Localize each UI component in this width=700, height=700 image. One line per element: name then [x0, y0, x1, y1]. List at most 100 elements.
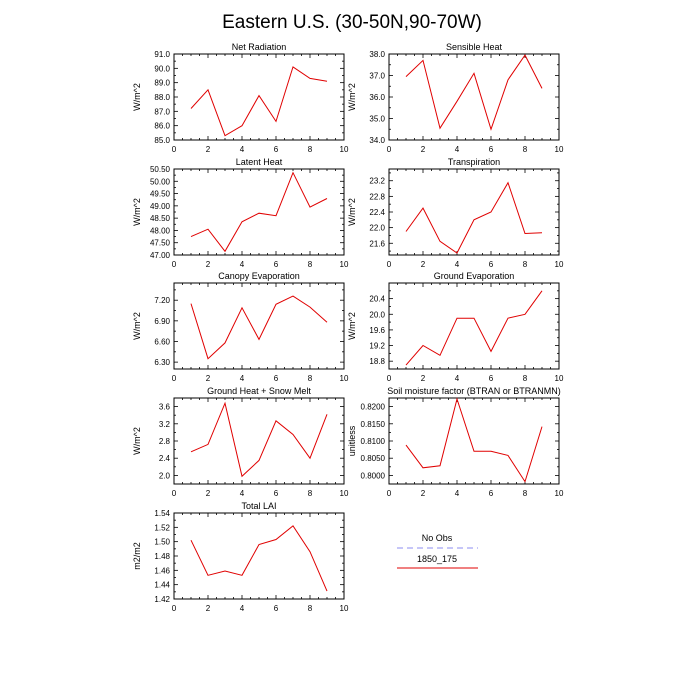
x-tick-label: 10: [555, 145, 564, 154]
y-tick-label: 22.0: [369, 224, 385, 233]
y-tick-label: 2.4: [159, 454, 171, 463]
x-tick-label: 2: [421, 374, 426, 383]
x-tick-label: 10: [340, 260, 349, 269]
plot-frame: [388, 282, 560, 370]
x-tick-label: 10: [555, 260, 564, 269]
y-tick-label: 3.2: [159, 420, 171, 429]
y-tick-label: 50.00: [150, 177, 171, 186]
y-tick-label: 36.0: [369, 93, 385, 102]
x-tick-label: 10: [340, 604, 349, 613]
x-tick-label: 0: [172, 604, 177, 613]
y-tick-label: 19.6: [369, 326, 385, 335]
chart-panel: Soil moisture factor (BTRAN or BTRANMN) u…: [347, 386, 564, 498]
panel-title: Canopy Evaporation: [218, 271, 300, 281]
panel-title: Ground Heat + Snow Melt: [207, 386, 311, 396]
y-tick-label: 1.54: [154, 509, 170, 518]
x-tick-label: 6: [489, 374, 494, 383]
panel-title: Ground Evaporation: [434, 271, 515, 281]
chart-panel: Transpiration W/m^2 0 2 4 6 8 10 21.6 22.0 22.4 22.…: [347, 157, 564, 269]
chart-panels: Net Radiation W/m^2 0 2 4 6 8 10 85.0 86.0 87.0 88.…: [132, 42, 564, 613]
x-tick-label: 10: [340, 489, 349, 498]
plot-frame: [173, 397, 345, 485]
y-tick-label: 1.46: [154, 566, 170, 575]
series-line: [405, 54, 543, 131]
chart-panel: Sensible Heat W/m^2 0 2 4 6 8 10 34.0 35.0 36.0 37.…: [347, 42, 564, 154]
plot-frame: [173, 282, 345, 370]
chart-panel: Ground Heat + Snow Melt W/m^2 0 2 4 6 8 10 2.0 2.…: [132, 386, 349, 498]
x-tick-label: 2: [206, 145, 211, 154]
y-axis-label: W/m^2: [132, 312, 142, 340]
y-tick-label: 6.90: [154, 317, 170, 326]
panel-title: Net Radiation: [232, 42, 287, 52]
y-tick-label: 6.60: [154, 337, 170, 346]
series-line: [190, 171, 328, 253]
y-tick-label: 21.6: [369, 239, 385, 248]
x-tick-label: 8: [308, 604, 313, 613]
chart-panel: Net Radiation W/m^2 0 2 4 6 8 10 85.0 86.0 87.0 88.…: [132, 42, 349, 154]
y-tick-label: 20.0: [369, 310, 385, 319]
y-tick-label: 37.0: [369, 72, 385, 81]
y-tick-label: 47.00: [150, 251, 171, 260]
x-tick-label: 2: [206, 260, 211, 269]
chart-panel: Latent Heat W/m^2 0 2 4 6 8 10 47.00 47.50 48.00 48…: [132, 157, 349, 269]
y-tick-label: 7.20: [154, 296, 170, 305]
y-tick-label: 1.52: [154, 523, 170, 532]
x-tick-label: 10: [340, 374, 349, 383]
x-tick-label: 8: [308, 489, 313, 498]
y-tick-label: 20.4: [369, 295, 385, 304]
x-tick-label: 8: [308, 260, 313, 269]
y-tick-label: 2.8: [159, 437, 171, 446]
x-tick-label: 6: [274, 145, 279, 154]
x-tick-label: 8: [523, 145, 528, 154]
y-tick-label: 2.0: [159, 471, 171, 480]
x-tick-label: 0: [172, 374, 177, 383]
y-tick-label: 0.8100: [361, 437, 386, 446]
x-tick-label: 0: [172, 260, 177, 269]
y-tick-label: 22.8: [369, 192, 385, 201]
y-axis-label: unitless: [347, 425, 357, 456]
chart-panel: Ground Evaporation W/m^2 0 2 4 6 8 10 18.8 19.2 19…: [347, 271, 564, 383]
legend: No Obs 1850_175: [397, 533, 478, 569]
x-tick-label: 8: [523, 489, 528, 498]
x-tick-label: 10: [340, 145, 349, 154]
plot-frame: [173, 53, 345, 141]
y-tick-label: 19.2: [369, 342, 385, 351]
y-tick-label: 89.0: [154, 79, 170, 88]
y-tick-label: 3.6: [159, 403, 171, 412]
x-tick-label: 4: [455, 489, 460, 498]
panel-title: Total LAI: [241, 501, 276, 511]
x-tick-label: 0: [172, 145, 177, 154]
x-tick-label: 8: [308, 374, 313, 383]
chart-panel: Total LAI m2/m2 0 2 4 6 8 10 1.42 1.44 1.46 1.48 1.5…: [132, 501, 349, 613]
y-tick-label: 1.48: [154, 552, 170, 561]
series-line: [190, 66, 328, 137]
y-axis-label: W/m^2: [132, 198, 142, 226]
x-tick-label: 6: [274, 260, 279, 269]
x-tick-label: 0: [387, 489, 392, 498]
x-tick-label: 4: [240, 604, 245, 613]
y-tick-label: 23.2: [369, 177, 385, 186]
panel-title: Sensible Heat: [446, 42, 503, 52]
x-tick-label: 6: [489, 260, 494, 269]
y-tick-label: 0.8200: [361, 403, 386, 412]
plot-frame: [173, 168, 345, 256]
y-tick-label: 90.0: [154, 64, 170, 73]
x-tick-label: 10: [555, 489, 564, 498]
x-tick-label: 0: [387, 145, 392, 154]
plot-frame: [388, 53, 560, 141]
panel-title: Latent Heat: [236, 157, 283, 167]
series-line: [190, 525, 328, 592]
y-axis-label: W/m^2: [347, 312, 357, 340]
x-tick-label: 8: [523, 374, 528, 383]
y-tick-label: 34.0: [369, 136, 385, 145]
y-tick-label: 48.50: [150, 214, 171, 223]
x-tick-label: 10: [555, 374, 564, 383]
y-tick-label: 35.0: [369, 115, 385, 124]
plot-frame: [388, 168, 560, 256]
plot-frame: [388, 397, 560, 485]
series-line: [405, 397, 543, 483]
x-tick-label: 0: [387, 374, 392, 383]
y-tick-label: 18.8: [369, 357, 385, 366]
x-tick-label: 6: [274, 604, 279, 613]
y-tick-label: 86.0: [154, 122, 170, 131]
